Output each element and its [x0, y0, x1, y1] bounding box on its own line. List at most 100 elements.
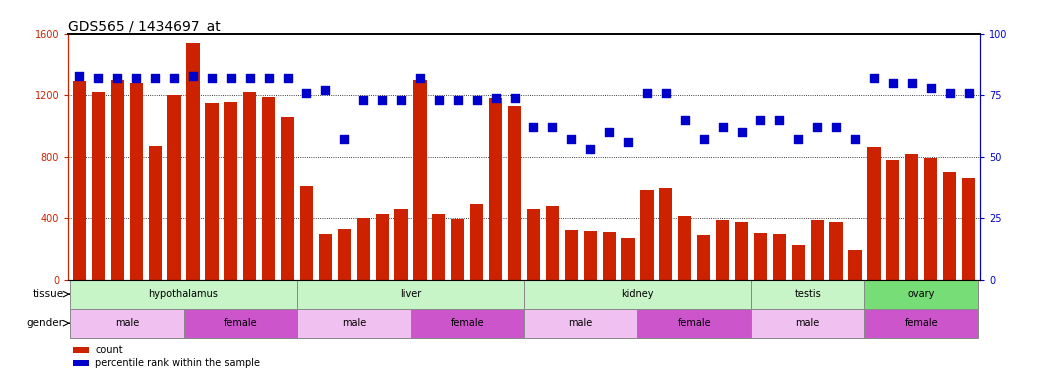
Text: female: female: [223, 318, 257, 328]
Point: [715, 124, 732, 130]
Point: [903, 80, 920, 86]
Bar: [524, 309, 637, 338]
Bar: [70, 280, 297, 309]
Bar: [149, 146, 161, 280]
Bar: [356, 218, 370, 280]
Bar: [810, 220, 824, 280]
Text: testis: testis: [794, 289, 822, 299]
Point: [222, 75, 239, 81]
Text: male: male: [569, 318, 593, 328]
Text: gender: gender: [26, 318, 64, 328]
Bar: [183, 309, 297, 338]
Point: [582, 146, 598, 152]
Point: [279, 75, 296, 81]
Bar: [754, 233, 767, 280]
Bar: [751, 280, 865, 309]
Point: [431, 97, 447, 103]
Point: [412, 75, 429, 81]
Bar: [508, 106, 521, 280]
Bar: [375, 213, 389, 280]
Point: [960, 90, 977, 96]
Text: tissue: tissue: [32, 289, 64, 299]
Bar: [471, 204, 483, 280]
Bar: [224, 102, 238, 280]
Bar: [565, 231, 577, 280]
Point: [544, 124, 561, 130]
Bar: [413, 80, 427, 280]
Bar: [772, 234, 786, 280]
Point: [487, 94, 504, 100]
Point: [260, 75, 277, 81]
Bar: [640, 190, 654, 280]
Point: [393, 97, 410, 103]
Bar: [527, 209, 540, 280]
Bar: [584, 231, 596, 280]
Bar: [168, 95, 180, 280]
Point: [676, 117, 693, 123]
Text: male: male: [342, 318, 366, 328]
Text: female: female: [677, 318, 711, 328]
Bar: [943, 172, 956, 280]
Point: [355, 97, 372, 103]
Bar: [791, 245, 805, 280]
Point: [90, 75, 107, 81]
Point: [941, 90, 958, 96]
Point: [922, 85, 939, 91]
Point: [147, 75, 163, 81]
Bar: [394, 209, 408, 280]
Point: [184, 72, 201, 78]
Point: [601, 129, 617, 135]
Text: GDS565 / 1434697_at: GDS565 / 1434697_at: [68, 20, 221, 34]
Point: [790, 136, 807, 142]
Text: male: male: [795, 318, 820, 328]
Point: [525, 124, 542, 130]
Point: [71, 72, 88, 78]
Bar: [337, 229, 351, 280]
Text: kidney: kidney: [621, 289, 654, 299]
Point: [866, 75, 882, 81]
Bar: [452, 219, 464, 280]
Point: [847, 136, 864, 142]
Bar: [621, 238, 635, 280]
Bar: [72, 360, 89, 366]
Bar: [72, 347, 89, 353]
Point: [298, 90, 314, 96]
Bar: [697, 235, 711, 280]
Bar: [411, 309, 524, 338]
Point: [771, 117, 788, 123]
Bar: [678, 216, 692, 280]
Bar: [205, 103, 218, 280]
Point: [619, 139, 636, 145]
Point: [809, 124, 826, 130]
Point: [695, 136, 712, 142]
Text: hypothalamus: hypothalamus: [149, 289, 218, 299]
Point: [752, 117, 769, 123]
Bar: [243, 92, 257, 280]
Point: [316, 87, 333, 93]
Point: [374, 97, 391, 103]
Bar: [281, 117, 294, 280]
Point: [166, 75, 182, 81]
Bar: [830, 222, 843, 280]
Point: [109, 75, 126, 81]
Bar: [924, 158, 937, 280]
Text: percentile rank within the sample: percentile rank within the sample: [95, 358, 261, 368]
Point: [657, 90, 674, 96]
Bar: [524, 280, 751, 309]
Point: [506, 94, 523, 100]
Bar: [92, 92, 105, 280]
Bar: [489, 98, 502, 280]
Bar: [111, 80, 124, 280]
Point: [336, 136, 353, 142]
Point: [734, 129, 750, 135]
Bar: [962, 178, 975, 280]
Bar: [432, 214, 445, 280]
Point: [638, 90, 655, 96]
Bar: [905, 154, 918, 280]
Point: [203, 75, 220, 81]
Text: female: female: [904, 318, 938, 328]
Point: [885, 80, 901, 86]
Point: [563, 136, 580, 142]
Point: [468, 97, 485, 103]
Bar: [297, 309, 411, 338]
